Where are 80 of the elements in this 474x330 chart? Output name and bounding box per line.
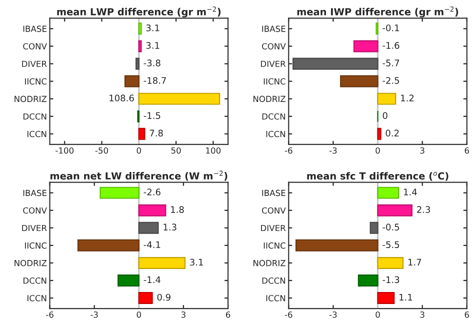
y-tick-label: DIVER — [261, 224, 286, 232]
y-tick-label: NODRIZ — [254, 260, 286, 266]
chart-title: mean IWP difference (gr m$^{−2}$) — [297, 6, 458, 18]
data-label: 7.8 — [150, 130, 163, 137]
y-tick-label: CONV — [23, 43, 47, 50]
data-label: 0.9 — [157, 294, 170, 301]
data-label: -1.5 — [144, 112, 160, 119]
y-tick-label: NODRIZ — [14, 260, 47, 266]
x-tick-label: 50 — [171, 147, 181, 154]
data-label: -0.5 — [382, 224, 400, 231]
y-tick-label: IBASE — [262, 26, 286, 32]
y-tick-label: DCCN — [24, 113, 46, 120]
y-tick-label: DCCN — [262, 113, 286, 120]
data-label: 0 — [382, 112, 388, 119]
y-tick-label: CONV — [262, 43, 286, 50]
x-tick-label: 6 — [226, 311, 230, 318]
y-tick-label: ICCN — [27, 130, 46, 138]
y-tick-label: IBASE — [262, 190, 286, 196]
x-tick-label: -50 — [95, 147, 108, 154]
y-tick-label: IICNC — [25, 242, 47, 249]
y-tick-label: DIVER — [22, 224, 47, 232]
data-label: 1.2 — [401, 94, 414, 102]
data-label: -0.1 — [382, 24, 399, 32]
y-tick-label: IBASE — [23, 190, 46, 196]
x-tick-label: 0 — [376, 311, 380, 318]
x-tick-label: -100 — [56, 147, 74, 154]
y-tick-label: DCCN — [262, 277, 286, 284]
data-label: -2.6 — [144, 188, 160, 196]
x-tick-label: -3 — [329, 147, 337, 154]
data-label: -4.1 — [144, 241, 160, 248]
y-tick-label: ICCN — [27, 295, 46, 302]
data-label: 1.3 — [164, 224, 176, 231]
data-label: 3.1 — [146, 24, 160, 32]
chart-title: mean LWP difference (gr m$^{−2}$) — [57, 6, 221, 18]
data-label: 0.2 — [386, 130, 399, 137]
x-tick-label: 0 — [376, 147, 380, 154]
y-tick-label: IICNC — [264, 78, 286, 85]
y-tick-label: DIVER — [261, 60, 286, 67]
x-tick-label: -6 — [284, 311, 292, 318]
data-label: 1.7 — [408, 258, 422, 266]
x-tick-label: -6 — [284, 147, 292, 154]
x-tick-label: 0 — [136, 147, 141, 154]
data-label: -1.6 — [382, 42, 400, 49]
x-tick-label: 3 — [420, 311, 424, 318]
data-label: 3.1 — [146, 42, 160, 49]
y-tick-label: DCCN — [24, 277, 46, 284]
y-tick-label: ICCN — [266, 295, 286, 302]
y-tick-label: IICNC — [264, 242, 286, 249]
y-tick-label: CONV — [23, 207, 47, 214]
y-tick-label: DIVER — [22, 60, 47, 67]
data-label: -1.4 — [144, 276, 160, 283]
data-label: 1.4 — [404, 188, 417, 196]
y-tick-label: NODRIZ — [254, 96, 286, 102]
data-label: -3.8 — [144, 60, 160, 66]
data-label: 2.3 — [417, 206, 430, 213]
data-label: -5.5 — [382, 241, 400, 248]
y-tick-label: CONV — [262, 207, 286, 214]
y-tick-label: NODRIZ — [14, 96, 47, 102]
data-label: -18.7 — [144, 77, 166, 84]
x-tick-label: 100 — [206, 147, 221, 154]
x-tick-label: 6 — [464, 311, 470, 318]
x-tick-label: 0 — [136, 311, 141, 318]
x-tick-label: 3 — [420, 147, 424, 154]
data-label: 1.8 — [171, 206, 184, 213]
x-tick-label: -3 — [90, 311, 98, 318]
data-label: -2.5 — [382, 77, 400, 84]
x-tick-label: -3 — [329, 311, 337, 318]
data-label: 1.1 — [400, 294, 412, 301]
x-tick-label: -6 — [46, 311, 54, 318]
y-tick-label: IICNC — [25, 78, 47, 85]
data-label: -5.7 — [382, 60, 400, 66]
chart-title: mean sfc T difference ($^{o}$C) — [307, 172, 448, 181]
data-label: -1.3 — [382, 276, 400, 284]
data-label: 3.1 — [190, 258, 203, 266]
x-tick-label: 6 — [464, 147, 470, 154]
x-tick-label: 3 — [181, 311, 186, 318]
chart-title: mean net LW difference (W m$^{−2}$) — [50, 170, 228, 181]
y-tick-label: ICCN — [266, 130, 286, 138]
y-tick-label: IBASE — [23, 26, 46, 32]
data-label: 108.6 — [110, 94, 134, 102]
